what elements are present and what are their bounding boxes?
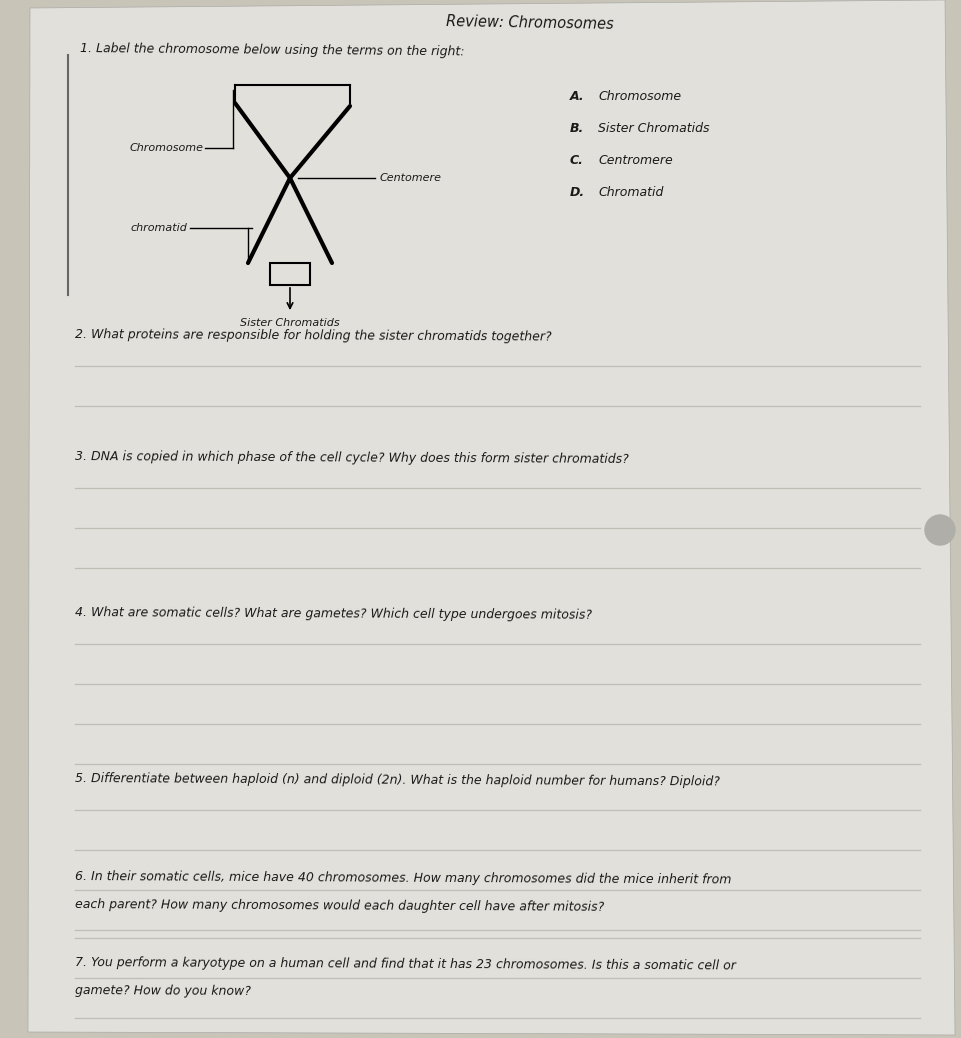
Text: Centomere: Centomere [380, 173, 441, 183]
Text: Chromosome: Chromosome [130, 143, 204, 153]
Text: 6. In their somatic cells, mice have 40 chromosomes. How many chromosomes did th: 6. In their somatic cells, mice have 40 … [75, 870, 730, 886]
Text: A.: A. [570, 90, 584, 103]
Text: 7. You perform a karyotype on a human cell and find that it has 23 chromosomes. : 7. You perform a karyotype on a human ce… [75, 956, 735, 973]
Text: C.: C. [570, 154, 583, 167]
Circle shape [924, 515, 954, 545]
Text: gamete? How do you know?: gamete? How do you know? [75, 984, 251, 998]
Text: D.: D. [570, 186, 584, 199]
Text: 4. What are somatic cells? What are gametes? Which cell type undergoes mitosis?: 4. What are somatic cells? What are game… [75, 606, 591, 622]
Text: Chromosome: Chromosome [598, 90, 680, 103]
Polygon shape [28, 0, 954, 1035]
Text: chromatid: chromatid [130, 223, 186, 233]
Text: 5. Differentiate between haploid (n) and diploid (2n). What is the haploid numbe: 5. Differentiate between haploid (n) and… [75, 772, 719, 789]
Text: Centromere: Centromere [598, 154, 672, 167]
Bar [270, 263, 309, 285]
Text: 2. What proteins are responsible for holding the sister chromatids together?: 2. What proteins are responsible for hol… [75, 328, 551, 344]
Text: B.: B. [570, 122, 583, 135]
Text: Sister Chromatids: Sister Chromatids [598, 122, 709, 135]
Text: Chromatid: Chromatid [598, 186, 663, 199]
Text: Review: Chromosomes: Review: Chromosomes [446, 13, 613, 32]
Text: 3. DNA is copied in which phase of the cell cycle? Why does this form sister chr: 3. DNA is copied in which phase of the c… [75, 450, 628, 466]
Text: Sister Chromatids: Sister Chromatids [240, 318, 339, 328]
Text: each parent? How many chromosomes would each daughter cell have after mitosis?: each parent? How many chromosomes would … [75, 898, 604, 913]
Text: 1. Label the chromosome below using the terms on the right:: 1. Label the chromosome below using the … [80, 42, 464, 58]
